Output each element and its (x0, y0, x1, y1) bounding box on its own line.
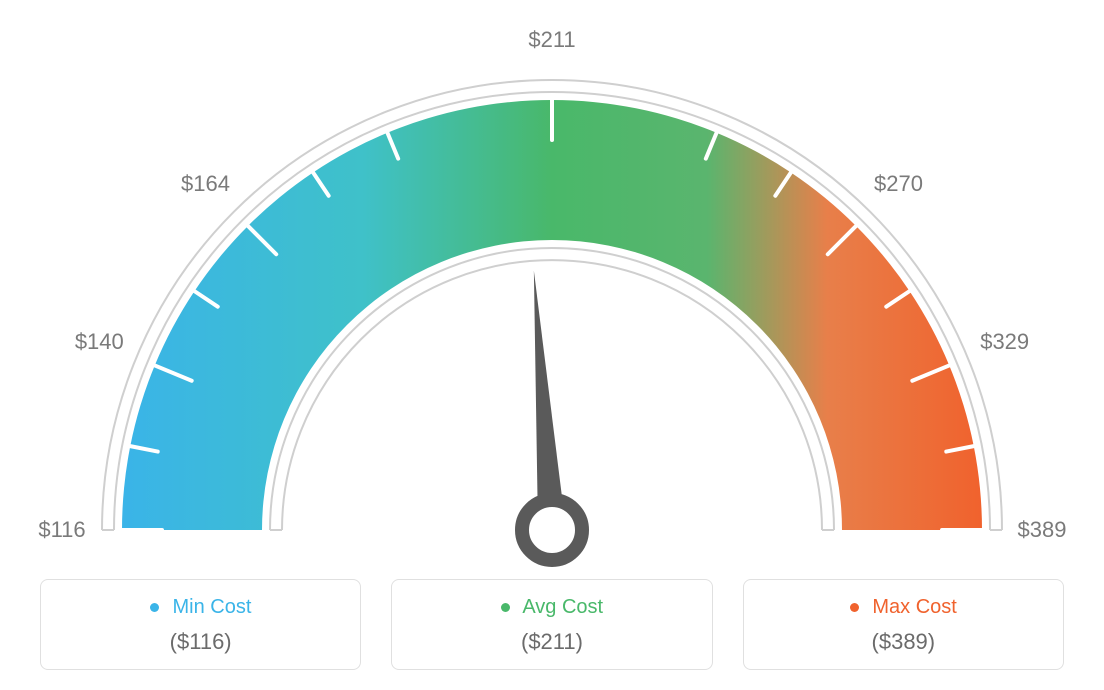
gauge-chart-container: $116 $140 $164 $211 $270 $329 $389 Min Cost ($… (0, 0, 1104, 690)
gauge-tick-label: $211 (528, 27, 575, 53)
gauge-tick-label: $116 (38, 517, 85, 543)
legend-card-max: Max Cost ($389) (743, 579, 1064, 670)
dot-icon (501, 603, 510, 612)
legend-min-label: Min Cost (51, 596, 350, 619)
legend-max-label-text: Max Cost (872, 596, 956, 618)
gauge-tick-label: $329 (980, 329, 1029, 355)
dot-icon (850, 603, 859, 612)
legend-min-label-text: Min Cost (172, 596, 251, 618)
gauge-tick-label: $140 (75, 329, 124, 355)
legend-avg-label-text: Avg Cost (522, 596, 603, 618)
gauge-tick-label: $164 (181, 171, 230, 197)
legend-max-label: Max Cost (754, 596, 1053, 619)
legend-avg-label: Avg Cost (402, 596, 701, 619)
gauge-tick-label: $270 (874, 171, 923, 197)
legend-card-avg: Avg Cost ($211) (391, 579, 712, 670)
dot-icon (150, 603, 159, 612)
gauge-tick-label: $389 (1018, 517, 1067, 543)
legend-row: Min Cost ($116) Avg Cost ($211) Max Cost… (40, 579, 1064, 670)
legend-avg-value: ($211) (402, 629, 701, 655)
gauge-svg (0, 0, 1104, 570)
legend-card-min: Min Cost ($116) (40, 579, 361, 670)
gauge-area: $116 $140 $164 $211 $270 $329 $389 (0, 0, 1104, 570)
legend-min-value: ($116) (51, 629, 350, 655)
legend-max-value: ($389) (754, 629, 1053, 655)
